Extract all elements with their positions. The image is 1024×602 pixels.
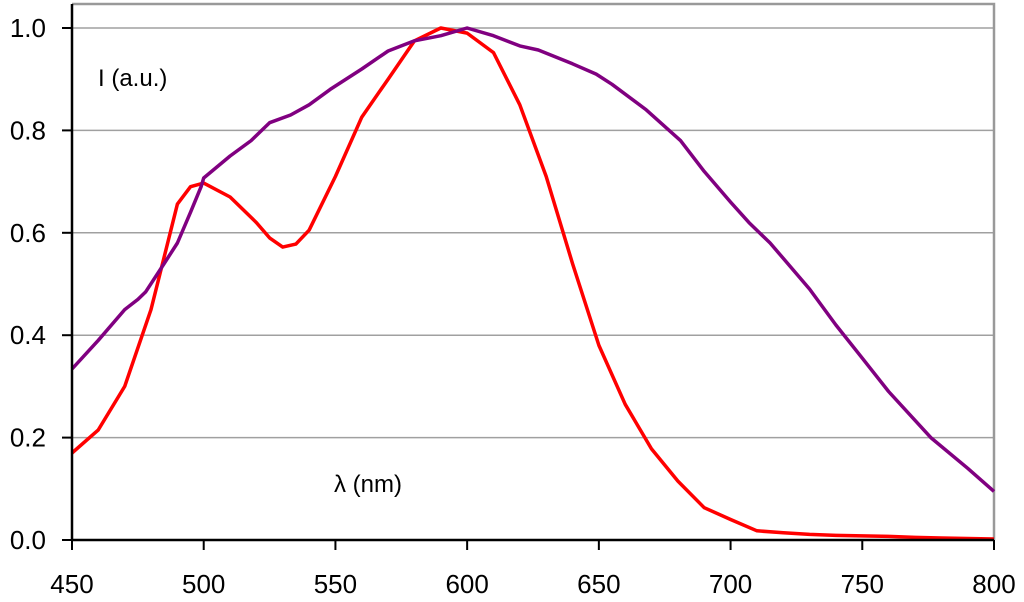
plot-border — [72, 2, 996, 540]
x-tick-label: 450 — [50, 569, 93, 599]
plot-frame — [72, 2, 996, 540]
y-tick-label: 0.8 — [10, 115, 46, 145]
y-tick-label: 0.2 — [10, 423, 46, 453]
x-tick-label: 750 — [841, 569, 884, 599]
data-series — [70, 26, 996, 541]
gridlines — [72, 27, 994, 439]
y-tick-label: 0.4 — [10, 320, 46, 350]
x-tick-label: 500 — [182, 569, 225, 599]
x-tick-label: 700 — [709, 569, 752, 599]
y-tick-label: 0.0 — [10, 525, 46, 555]
y-axis-label: I (a.u.) — [98, 65, 167, 92]
y-axis-tick-labels: 0.0 0.2 0.4 0.6 0.8 1.0 — [10, 13, 46, 555]
x-tick-label: 550 — [314, 569, 357, 599]
series-red-line — [70, 26, 995, 541]
axes — [62, 4, 995, 550]
y-tick-label: 0.6 — [10, 218, 46, 248]
x-axis-label: λ (nm) — [334, 471, 402, 498]
x-tick-label: 600 — [445, 569, 488, 599]
series-purple-line — [70, 26, 996, 493]
x-tick-label: 800 — [972, 569, 1015, 599]
x-axis-tick-labels: 450 500 550 600 650 700 750 800 — [50, 569, 1015, 599]
y-tick-label: 1.0 — [10, 13, 46, 43]
x-tick-label: 650 — [577, 569, 620, 599]
